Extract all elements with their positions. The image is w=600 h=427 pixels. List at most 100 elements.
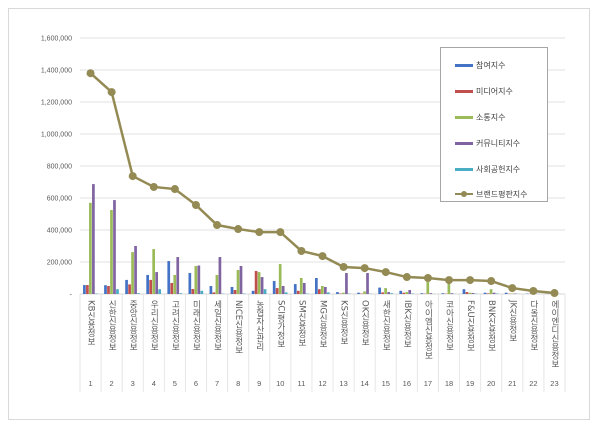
- bar-1: [483, 292, 487, 294]
- bar-2: [254, 270, 258, 294]
- brand-reputation-point: [487, 277, 496, 286]
- x-rank-label: 14: [361, 379, 369, 388]
- legend: 참여지수 미디어지수 소통지수 커뮤니티지수 사회공헌지수 브랜드평판지수: [440, 47, 548, 202]
- brand-reputation-point: [213, 221, 222, 230]
- brand-reputation-point: [170, 185, 179, 194]
- brand-reputation-point: [402, 273, 411, 282]
- y-tick-label: 200,000: [47, 260, 72, 267]
- x-rank-label: 21: [508, 379, 516, 388]
- legend-item-social-contribution: 사회공헌지수: [455, 163, 520, 175]
- brand-reputation-point: [508, 284, 517, 293]
- bar-1: [167, 261, 171, 294]
- brand-reputation-point: [191, 201, 200, 210]
- x-rank-label: 12: [318, 379, 326, 388]
- x-rank-label: 7: [215, 379, 219, 388]
- brand-reputation-point: [360, 264, 369, 273]
- legend-label: 소통지수: [476, 112, 506, 122]
- y-tick-label: 1,600,000: [41, 36, 72, 43]
- bar-1: [251, 290, 255, 294]
- bar-2: [318, 289, 321, 294]
- bar-4: [134, 246, 137, 294]
- brand-reputation-point: [276, 228, 285, 237]
- bar-4: [302, 282, 306, 294]
- y-tick-label: 1,400,000: [41, 68, 72, 75]
- bar-5: [137, 293, 140, 294]
- brand-reputation-point: [381, 268, 390, 277]
- bar-4: [366, 273, 369, 294]
- brand-reputation-point: [550, 289, 559, 298]
- bar-1: [209, 286, 213, 294]
- legend-label: 브랜드평판지수: [476, 189, 528, 199]
- x-rank-label: 11: [298, 379, 306, 388]
- y-tick-label: 1,000,000: [41, 132, 72, 139]
- brand-reputation-point: [318, 252, 327, 261]
- x-rank-label: 1: [88, 379, 92, 388]
- bar-5: [327, 292, 330, 294]
- bar-4: [324, 286, 327, 294]
- bar-2: [465, 292, 469, 294]
- bar-2: [296, 290, 300, 294]
- x-category-label: BNK신용정보: [486, 300, 496, 352]
- x-rank-label: 22: [529, 379, 537, 388]
- brand-reputation-point: [107, 88, 116, 97]
- bar-1: [420, 293, 424, 294]
- bar-1: [399, 290, 403, 294]
- x-category-label: KB신용정보: [86, 300, 96, 345]
- x-category-label: F&U신용정보: [465, 300, 475, 352]
- chart-frame: [8, 8, 590, 420]
- x-category-label: 신한신용정보: [107, 300, 117, 351]
- bar-2: [486, 293, 490, 294]
- x-category-label: 새한신용정보: [381, 300, 391, 351]
- bar-3: [89, 202, 92, 294]
- bar-4: [429, 293, 433, 294]
- brand-reputation-point: [297, 246, 306, 255]
- x-rank-label: 2: [110, 379, 114, 388]
- bar-4: [197, 265, 201, 294]
- x-category-label: OK신용정보: [360, 300, 370, 346]
- bar-3: [257, 272, 261, 294]
- legend-swatch: [455, 167, 473, 171]
- bar-1: [188, 273, 192, 294]
- bar-3: [236, 270, 240, 294]
- bar-1: [125, 279, 128, 294]
- legend-swatch: [455, 191, 473, 197]
- legend-swatch: [455, 141, 473, 145]
- brand-reputation-point: [255, 228, 264, 237]
- x-rank-label: 4: [152, 379, 156, 388]
- bar-4: [387, 292, 390, 294]
- x-category-label: 중앙신용정보: [128, 300, 138, 351]
- brand-reputation-point: [128, 172, 137, 181]
- bar-3: [426, 282, 430, 294]
- bar-4: [218, 257, 222, 294]
- x-category-label: SCI평가정보: [275, 300, 285, 348]
- bar-1: [462, 289, 466, 294]
- bar-4: [113, 200, 116, 294]
- x-category-label: IBK신용정보: [402, 300, 412, 348]
- x-category-label: 세일신용정보: [212, 300, 222, 351]
- bar-5: [116, 289, 119, 294]
- x-category-label: 에이엔디신용정보: [549, 300, 559, 368]
- bar-4: [450, 293, 454, 294]
- x-category-label: KS신용정보: [339, 300, 349, 345]
- legend-swatch: [455, 89, 473, 93]
- bar-4: [155, 272, 159, 294]
- y-tick-label: 1,200,000: [41, 100, 72, 107]
- bar-2: [191, 289, 195, 294]
- x-rank-label: 23: [550, 379, 558, 388]
- x-category-label: SM신용정보: [296, 300, 306, 347]
- x-category-label: 우리신용정보: [149, 300, 159, 351]
- bar-1: [293, 284, 297, 294]
- y-tick-label: 400,000: [47, 228, 72, 235]
- bar-4: [281, 286, 285, 294]
- legend-item-community: 커뮤니티지수: [455, 137, 520, 149]
- x-category-label: 농협자산관리: [254, 300, 264, 352]
- legend-label: 사회공헌지수: [476, 164, 521, 174]
- bar-4: [92, 184, 95, 294]
- bar-2: [233, 290, 237, 294]
- brand-reputation-point: [86, 69, 95, 78]
- x-rank-label: 13: [339, 379, 347, 388]
- bar-3: [489, 289, 493, 294]
- bar-1: [146, 274, 150, 294]
- y-tick-label: -: [70, 292, 73, 299]
- x-rank-label: 17: [424, 379, 432, 388]
